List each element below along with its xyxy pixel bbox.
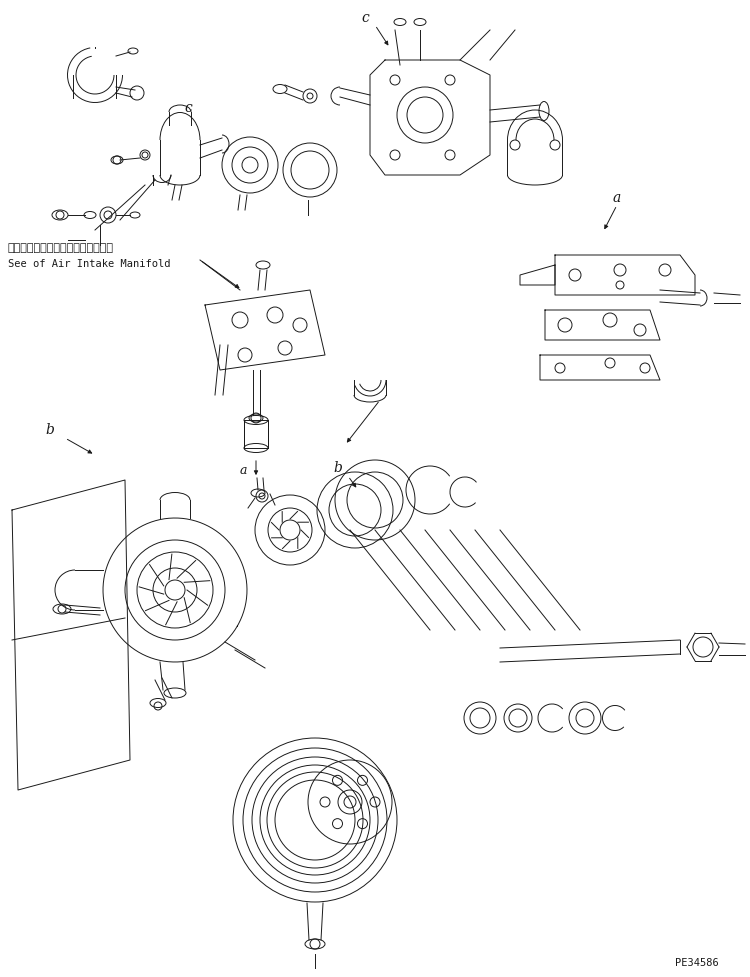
- Text: エアーインテークマニホールド参照: エアーインテークマニホールド参照: [8, 243, 114, 253]
- Bar: [244, 420, 268, 448]
- Text: a: a: [613, 191, 621, 205]
- Text: b: b: [46, 423, 55, 437]
- Text: b: b: [334, 461, 343, 475]
- Text: PE34586: PE34586: [675, 958, 718, 968]
- Text: c: c: [184, 101, 192, 115]
- Text: a: a: [239, 463, 247, 477]
- Text: See of Air Intake Manifold: See of Air Intake Manifold: [8, 259, 170, 269]
- Text: c: c: [362, 11, 369, 25]
